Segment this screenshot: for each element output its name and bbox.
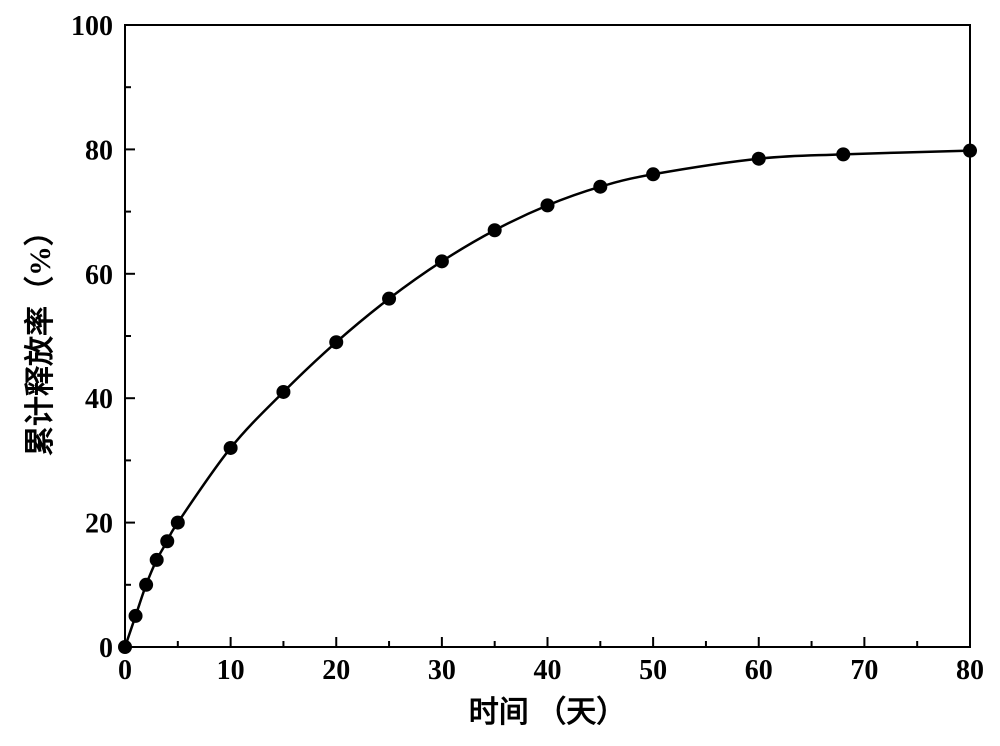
data-point	[171, 516, 185, 530]
x-tick-label: 70	[850, 655, 878, 686]
data-point	[224, 441, 238, 455]
x-tick-label: 60	[745, 655, 773, 686]
x-tick-label: 50	[639, 655, 667, 686]
data-point	[836, 147, 850, 161]
x-tick-label: 20	[322, 655, 350, 686]
data-point	[646, 167, 660, 181]
data-point	[139, 578, 153, 592]
x-tick-label: 30	[428, 655, 456, 686]
y-tick-label: 0	[99, 633, 113, 664]
data-point	[150, 553, 164, 567]
x-tick-label: 40	[534, 655, 562, 686]
x-tick-label: 0	[118, 655, 132, 686]
data-point	[963, 144, 977, 158]
data-point	[593, 180, 607, 194]
data-point	[752, 152, 766, 166]
x-tick-label: 80	[956, 655, 984, 686]
data-line	[125, 151, 970, 647]
data-point	[541, 198, 555, 212]
chart-container: 0 10 20 30 40 50 60 70 80 0 20 40 60 80 100 时间 （天） 累计释放率…	[0, 0, 1000, 746]
y-tick-label: 60	[85, 260, 113, 291]
data-point	[382, 292, 396, 306]
data-point	[488, 223, 502, 237]
data-point	[118, 640, 132, 654]
y-tick-label: 20	[85, 509, 113, 540]
plot-border	[125, 25, 970, 647]
x-tick-label: 10	[217, 655, 245, 686]
x-axis-label: 时间 （天）	[469, 695, 627, 729]
chart-svg: 0 10 20 30 40 50 60 70 80 0 20 40 60 80 100 时间 （天） 累计释放率…	[0, 0, 1000, 746]
data-point	[129, 609, 143, 623]
data-point	[435, 254, 449, 268]
data-point	[160, 534, 174, 548]
data-point	[276, 385, 290, 399]
data-point	[329, 335, 343, 349]
y-tick-label: 40	[85, 384, 113, 415]
y-axis-label: 累计释放率（%）	[23, 216, 57, 456]
y-tick-label: 100	[71, 11, 113, 42]
y-tick-label: 80	[85, 135, 113, 166]
